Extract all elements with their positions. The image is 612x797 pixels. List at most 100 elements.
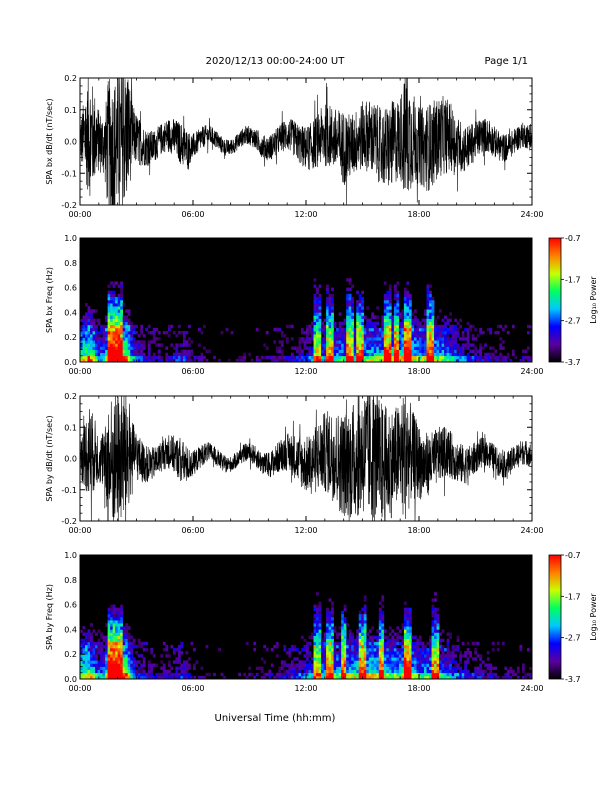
spectrogram-cell [147,340,151,344]
spectrogram-cell [321,663,324,667]
spectrogram-cell [341,657,344,661]
spectrogram-cell [187,675,191,680]
spectrogram-cell [328,669,332,674]
spectrogram-cell [127,672,131,677]
spectrogram-cell [343,648,347,652]
spectrogram-cell [464,654,468,658]
spectrogram-cell [280,352,284,357]
spectrogram-cell [346,663,349,667]
spectrogram-cell [115,669,118,674]
spectrogram-cell [328,321,332,326]
spectrogram-cell [351,315,355,319]
spectrogram-cell [316,638,319,643]
spectrogram-cell [429,669,432,674]
spectrogram-cell [436,651,440,655]
spectrogram-cell [426,315,430,319]
spectrogram-cell [529,666,533,670]
spectrogram-cell [323,654,327,658]
spectrogram-cell [351,349,355,353]
spectrogram-cell [97,669,101,674]
spectrogram-cell [142,334,146,338]
spectrogram-cell [331,327,334,332]
spectrogram-cell [519,644,523,649]
spectrogram-cell [469,349,473,353]
spectrogram-cell [353,657,357,661]
spectrogram-cell [378,672,382,677]
spectrogram-cell [152,355,156,360]
spectrogram-cell [411,672,415,677]
spectrogram-cell [361,641,365,646]
spectrogram-cell [378,644,382,649]
spectrogram-cell [421,641,425,646]
spectrogram-cell [82,324,86,329]
spectrogram-cell [107,346,111,350]
spectrogram-cell [408,641,412,646]
spectrogram-cell [424,346,427,350]
spectrogram-cell [333,343,337,347]
spectrogram-cell [383,641,387,646]
spectrogram-cell [439,666,442,670]
spectrogram-cell [471,337,475,341]
spectrogram-cell [441,346,445,350]
spectrogram-cell [376,648,380,652]
spectrogram-cell [306,654,309,658]
spectrogram-cell [424,309,427,313]
spectrogram-cell [439,343,442,347]
spectrogram-cell [102,337,106,341]
spectrogram-cell [396,327,400,332]
spectrogram-cell [529,355,533,360]
spectrogram-cell [398,666,402,670]
spectrogram-cell [120,296,123,301]
spectrogram-cell [426,641,430,646]
spectrogram-cell [376,315,380,319]
spectrogram-cell [489,352,493,357]
spectrogram-cell [391,349,395,353]
spectrogram-cell [396,281,400,285]
spectrogram-cell [336,355,339,360]
spectrogram-cell [112,343,116,347]
spectrogram-cell [92,644,96,649]
spectrogram-cell [381,638,385,643]
spectrogram-cell [378,641,382,646]
spectrogram-cell [120,355,123,360]
spectrogram-cell [376,651,380,655]
spectrogram-cell [82,675,86,680]
spectrogram-cell [466,343,470,347]
spectrogram-cell [137,641,141,646]
spectrogram-cell [87,666,91,670]
spectrogram-cell [135,669,139,674]
spectrogram-cell [117,632,121,636]
spectrogram-cell [346,648,349,652]
spectrogram-cell [82,626,86,630]
spectrogram-cell [285,672,289,677]
spectrogram-cell [167,660,171,664]
spectrogram-cell [177,657,181,661]
spectrogram-cell [311,321,314,326]
spectrogram-cell [491,666,495,670]
spectrogram-cell [203,324,206,329]
spectrogram-cell [313,623,317,627]
spectrogram-cell [298,349,302,353]
spectrogram-cell [351,644,355,649]
spectrogram-cell [283,644,287,649]
spectrogram-cell [343,343,347,347]
spectrogram-cell [431,334,435,338]
spectrogram-cell [298,669,302,674]
spectrogram-cell [371,663,375,667]
spectrogram-cell [97,340,101,344]
spectrogram-cell [353,340,357,344]
spectrogram-cell [303,654,307,658]
y-tick-label: 0.0 [64,358,77,367]
spectrogram-cell [336,331,339,335]
spectrogram-cell [165,675,169,680]
spectrogram-cell [449,346,452,350]
spectrogram-cell [504,358,508,363]
spectrogram-cell [388,287,392,291]
spectrogram-cell [386,309,390,313]
spectrogram-cell [403,331,407,335]
spectrogram-cell [130,340,134,344]
spectrogram-cell [403,349,407,353]
spectrogram-cell [406,331,410,335]
spectrogram-cell [343,321,347,326]
spectrogram-cell [368,648,372,652]
